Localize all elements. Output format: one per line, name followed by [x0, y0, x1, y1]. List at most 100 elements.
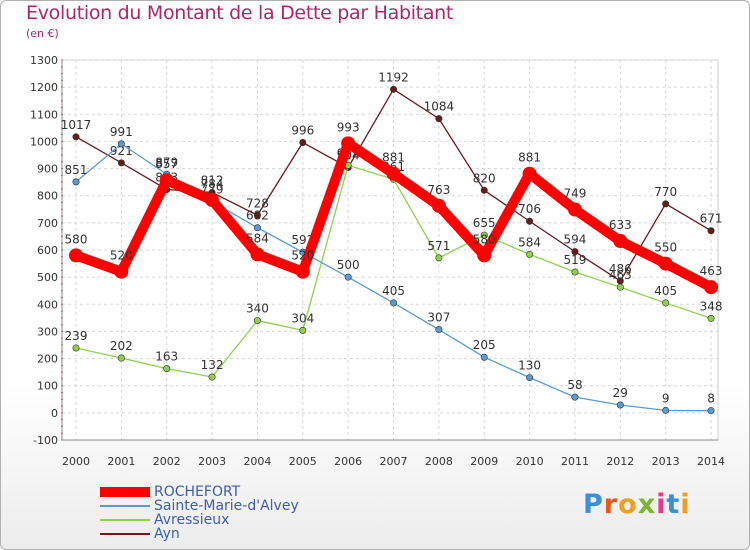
- data-point: [114, 264, 129, 279]
- data-point: [571, 248, 579, 256]
- data-label: 519: [564, 253, 587, 267]
- x-tick-label: 2004: [243, 455, 271, 468]
- y-tick-label: -100: [33, 434, 58, 447]
- y-tick-label: 800: [37, 190, 58, 203]
- legend-swatch: [100, 487, 150, 497]
- y-tick-label: 300: [37, 325, 58, 338]
- data-label: 584: [518, 235, 541, 249]
- data-point: [526, 250, 534, 258]
- data-point: [250, 247, 265, 262]
- data-point: [205, 193, 220, 208]
- data-label: 239: [65, 329, 88, 343]
- data-label: 463: [700, 264, 723, 278]
- data-label: 749: [564, 187, 587, 201]
- data-point: [435, 115, 443, 123]
- brand-letter: i: [680, 489, 691, 520]
- data-point: [117, 140, 125, 148]
- data-point: [526, 217, 534, 225]
- data-label: 851: [65, 163, 88, 177]
- chart-title: Evolution du Montant de la Dette par Hab…: [26, 2, 454, 24]
- data-label: 881: [382, 151, 405, 165]
- data-label: 784: [201, 177, 224, 191]
- data-point: [567, 202, 582, 217]
- data-label: 879: [155, 155, 178, 169]
- data-point: [299, 326, 307, 334]
- data-label: 405: [654, 284, 677, 298]
- brand-logo: Proxiti: [583, 489, 691, 520]
- data-label: 580: [473, 232, 496, 246]
- data-point: [662, 406, 670, 414]
- data-point: [480, 231, 488, 239]
- data-point: [707, 407, 715, 415]
- x-tick-label: 2014: [697, 455, 725, 468]
- data-point: [341, 136, 356, 151]
- data-label: 8: [707, 392, 715, 406]
- data-label: 682: [246, 209, 269, 223]
- y-tick-label: 1100: [30, 108, 58, 121]
- data-point: [295, 264, 310, 279]
- data-point: [662, 299, 670, 307]
- data-point: [344, 273, 352, 281]
- data-label: 550: [654, 241, 677, 255]
- data-label: 202: [110, 339, 133, 353]
- data-label: 763: [427, 183, 450, 197]
- data-point: [117, 354, 125, 362]
- data-label: 9: [662, 391, 670, 405]
- data-label: 163: [155, 350, 178, 364]
- data-label: 1192: [378, 70, 409, 84]
- legend-label: Avressieux: [154, 512, 230, 528]
- data-label: 348: [700, 299, 723, 313]
- data-point: [707, 314, 715, 322]
- brand-letter: t: [666, 489, 681, 520]
- data-point: [435, 326, 443, 334]
- y-tick-label: 1300: [30, 54, 58, 67]
- x-tick-label: 2008: [425, 455, 453, 468]
- data-label: 500: [337, 258, 360, 272]
- brand-letter: i: [656, 489, 667, 520]
- data-point: [616, 283, 624, 291]
- data-label: 520: [291, 249, 314, 263]
- brand-letter: x: [637, 489, 657, 520]
- legend-label: Ayn: [154, 526, 180, 542]
- data-point: [69, 248, 83, 263]
- data-label: 812: [201, 173, 224, 187]
- data-point: [480, 186, 488, 194]
- legend-swatch: [100, 533, 150, 535]
- legend-label: ROCHEFORT: [154, 484, 241, 500]
- data-point: [526, 374, 534, 382]
- data-point: [253, 317, 261, 325]
- x-tick-label: 2001: [107, 455, 135, 468]
- data-point: [72, 133, 80, 141]
- data-label: 304: [291, 311, 314, 325]
- y-tick-label: 400: [37, 298, 58, 311]
- x-tick-label: 2000: [62, 455, 90, 468]
- y-tick-label: 600: [37, 244, 58, 257]
- data-point: [480, 353, 488, 361]
- data-point: [163, 365, 171, 373]
- data-label: 996: [291, 124, 314, 138]
- data-label: 1017: [61, 118, 92, 132]
- data-point: [662, 200, 670, 208]
- data-label: 881: [518, 151, 541, 165]
- y-tick-label: 500: [37, 271, 58, 284]
- data-label: 770: [654, 185, 677, 199]
- data-point: [658, 256, 673, 271]
- legend-swatch: [100, 505, 150, 507]
- data-point: [72, 344, 80, 352]
- y-tick-label: 0: [51, 407, 58, 420]
- data-label: 571: [427, 239, 450, 253]
- x-tick-label: 2013: [652, 455, 680, 468]
- data-point: [522, 166, 537, 181]
- chart-subtitle: (en €): [26, 27, 59, 40]
- x-tick-label: 2010: [516, 455, 544, 468]
- data-label: 728: [246, 196, 269, 210]
- data-point: [390, 299, 398, 307]
- data-label: 130: [518, 359, 541, 373]
- data-point: [117, 159, 125, 167]
- data-point: [208, 373, 216, 381]
- brand-letter: r: [603, 489, 619, 520]
- data-label: 307: [427, 311, 450, 325]
- data-label: 132: [201, 358, 224, 372]
- data-label: 58: [567, 378, 582, 392]
